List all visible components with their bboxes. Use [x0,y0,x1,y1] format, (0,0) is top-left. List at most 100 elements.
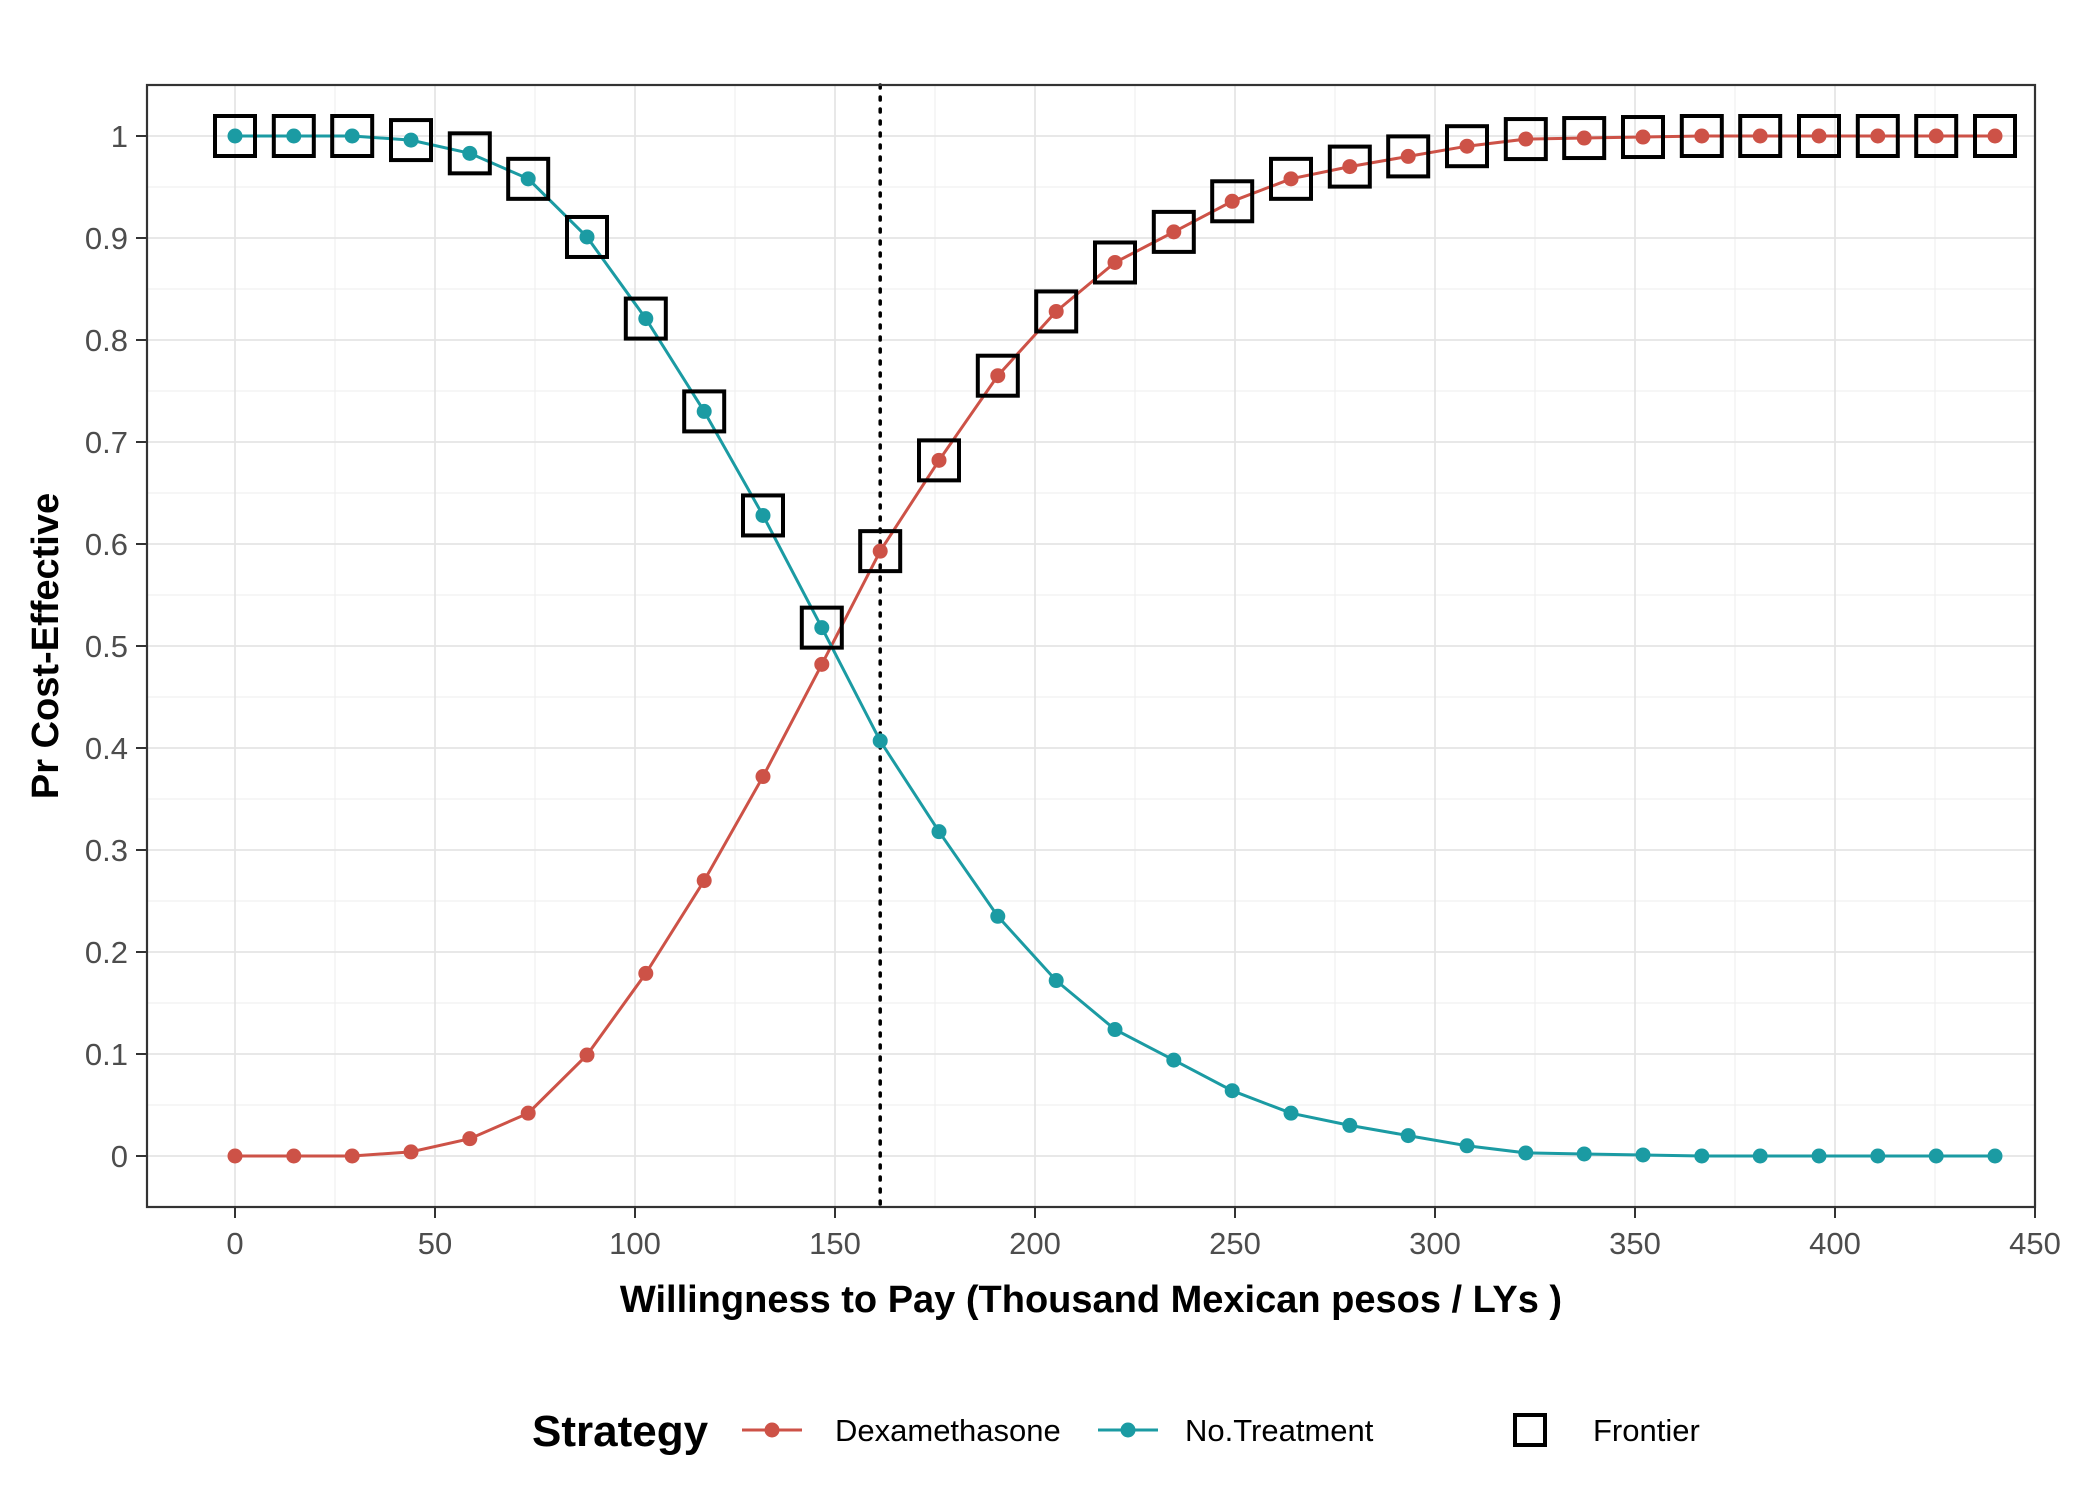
data-point-dexamethasone [286,1148,302,1164]
data-point-no-treatment [1400,1128,1416,1144]
frontier-marker [1386,134,1431,179]
x-tick-label: 200 [1009,1226,1061,1261]
frontier-marker [682,389,727,434]
data-point-dexamethasone [1107,254,1123,270]
data-point-dexamethasone [1694,128,1710,144]
data-point-no-treatment [814,620,830,636]
y-tick-label: 0.1 [85,1037,128,1072]
data-point-no-treatment [227,128,243,144]
data-point-dexamethasone [1752,128,1768,144]
data-point-dexamethasone [638,965,654,981]
frontier-marker [565,214,609,259]
frontier-marker [1679,114,1724,158]
x-tick-label: 400 [1809,1226,1861,1261]
frontier-marker [1034,289,1079,334]
legend: Strategy Dexamethasone No.Treatment Front… [532,1407,1700,1456]
legend-frontier-label: Frontier [1593,1413,1700,1448]
frontier-marker [1445,124,1489,169]
y-tick-label: 0 [111,1139,128,1174]
frontier-marker [799,605,844,650]
data-point-dexamethasone [1987,128,2003,144]
frontier-marker [1269,156,1313,201]
x-tick-label: 250 [1209,1226,1261,1261]
data-point-no-treatment [1224,1083,1240,1099]
legend-title: Strategy [532,1407,709,1456]
axes: 0 50 100 150 200 250 300 350 400 450 0 0.1 0.2 0.3 0.4… [85,119,2061,1261]
frontier-marker [741,493,785,538]
data-point-no-treatment [1870,1148,1886,1164]
data-point-no-treatment [755,507,771,523]
frontier-marker [917,438,961,483]
data-point-dexamethasone [403,1144,419,1160]
frontier-marker [858,529,903,574]
frontier-marker [975,353,1020,398]
data-point-dexamethasone [931,452,947,468]
x-tick-label: 0 [226,1226,243,1261]
frontier-marker [271,114,316,158]
y-tick-label: 0.3 [85,833,128,868]
x-tick-label: 50 [418,1226,452,1261]
frontier-marker [1621,115,1665,160]
frontier-marker [1973,114,2017,158]
legend-frontier-key [1513,1413,1547,1447]
data-point-dexamethasone [1518,131,1534,147]
y-tick-label: 0.4 [85,731,128,766]
y-tick-label: 1 [111,119,128,154]
data-point-dexamethasone [1870,128,1886,144]
x-tick-label: 150 [809,1226,861,1261]
data-point-no-treatment [1107,1022,1123,1038]
y-tick-label: 0.9 [85,221,128,256]
data-point-dexamethasone [755,769,771,785]
x-tick-label: 300 [1409,1226,1461,1261]
data-point-no-treatment [638,311,654,327]
frontier-marker [623,296,668,341]
frontier-marker [1855,114,1900,158]
data-point-dexamethasone [1811,128,1827,144]
frontier-marker [330,114,375,158]
data-point-dexamethasone [814,656,830,672]
data-point-dexamethasone [1576,130,1592,146]
x-tick-label: 100 [609,1226,661,1261]
legend-key-point-no-treatment [1120,1422,1136,1438]
data-point-no-treatment [344,128,360,144]
legend-items: Dexamethasone No.Treatment [742,1413,1374,1448]
data-point-no-treatment [579,229,595,245]
data-point-no-treatment [1576,1146,1592,1162]
data-point-dexamethasone [520,1105,536,1121]
frontier-marker [1327,144,1372,189]
data-point-no-treatment [1048,973,1064,989]
data-point-dexamethasone [1224,193,1240,209]
data-point-no-treatment [1518,1145,1534,1161]
data-point-dexamethasone [227,1148,243,1164]
y-tick-label: 0.6 [85,527,128,562]
data-point-no-treatment [696,403,712,419]
data-point-dexamethasone [1342,159,1358,175]
data-point-dexamethasone [1635,129,1651,145]
frontier-marker [213,114,257,158]
data-point-dexamethasone [1166,224,1182,240]
data-point-dexamethasone [1283,171,1299,187]
x-axis-title: Willingness to Pay (Thousand Mexican pes… [620,1279,1562,1321]
frontier-marker [506,156,551,201]
y-tick-label: 0.8 [85,323,128,358]
data-point-no-treatment [1987,1148,2003,1164]
data-point-dexamethasone [1048,303,1064,319]
frontier-marker [1738,114,1783,158]
frontier-marker [389,118,433,163]
legend-key-point-dexamethasone [764,1422,780,1438]
data-point-no-treatment [520,171,536,187]
grid-lines [147,85,2036,1207]
y-tick-label: 0.7 [85,425,128,460]
x-tick-label: 350 [1609,1226,1661,1261]
frontier-marker [1914,114,1959,158]
data-point-no-treatment [1283,1105,1299,1121]
data-point-dexamethasone [872,543,888,559]
y-tick-label: 0.2 [85,935,128,970]
data-point-no-treatment [1694,1148,1710,1164]
data-point-no-treatment [286,128,302,144]
data-point-dexamethasone [696,873,712,889]
data-point-no-treatment [872,733,888,749]
series-points [227,128,2003,1164]
data-point-dexamethasone [1928,128,1944,144]
data-point-dexamethasone [1459,138,1475,154]
